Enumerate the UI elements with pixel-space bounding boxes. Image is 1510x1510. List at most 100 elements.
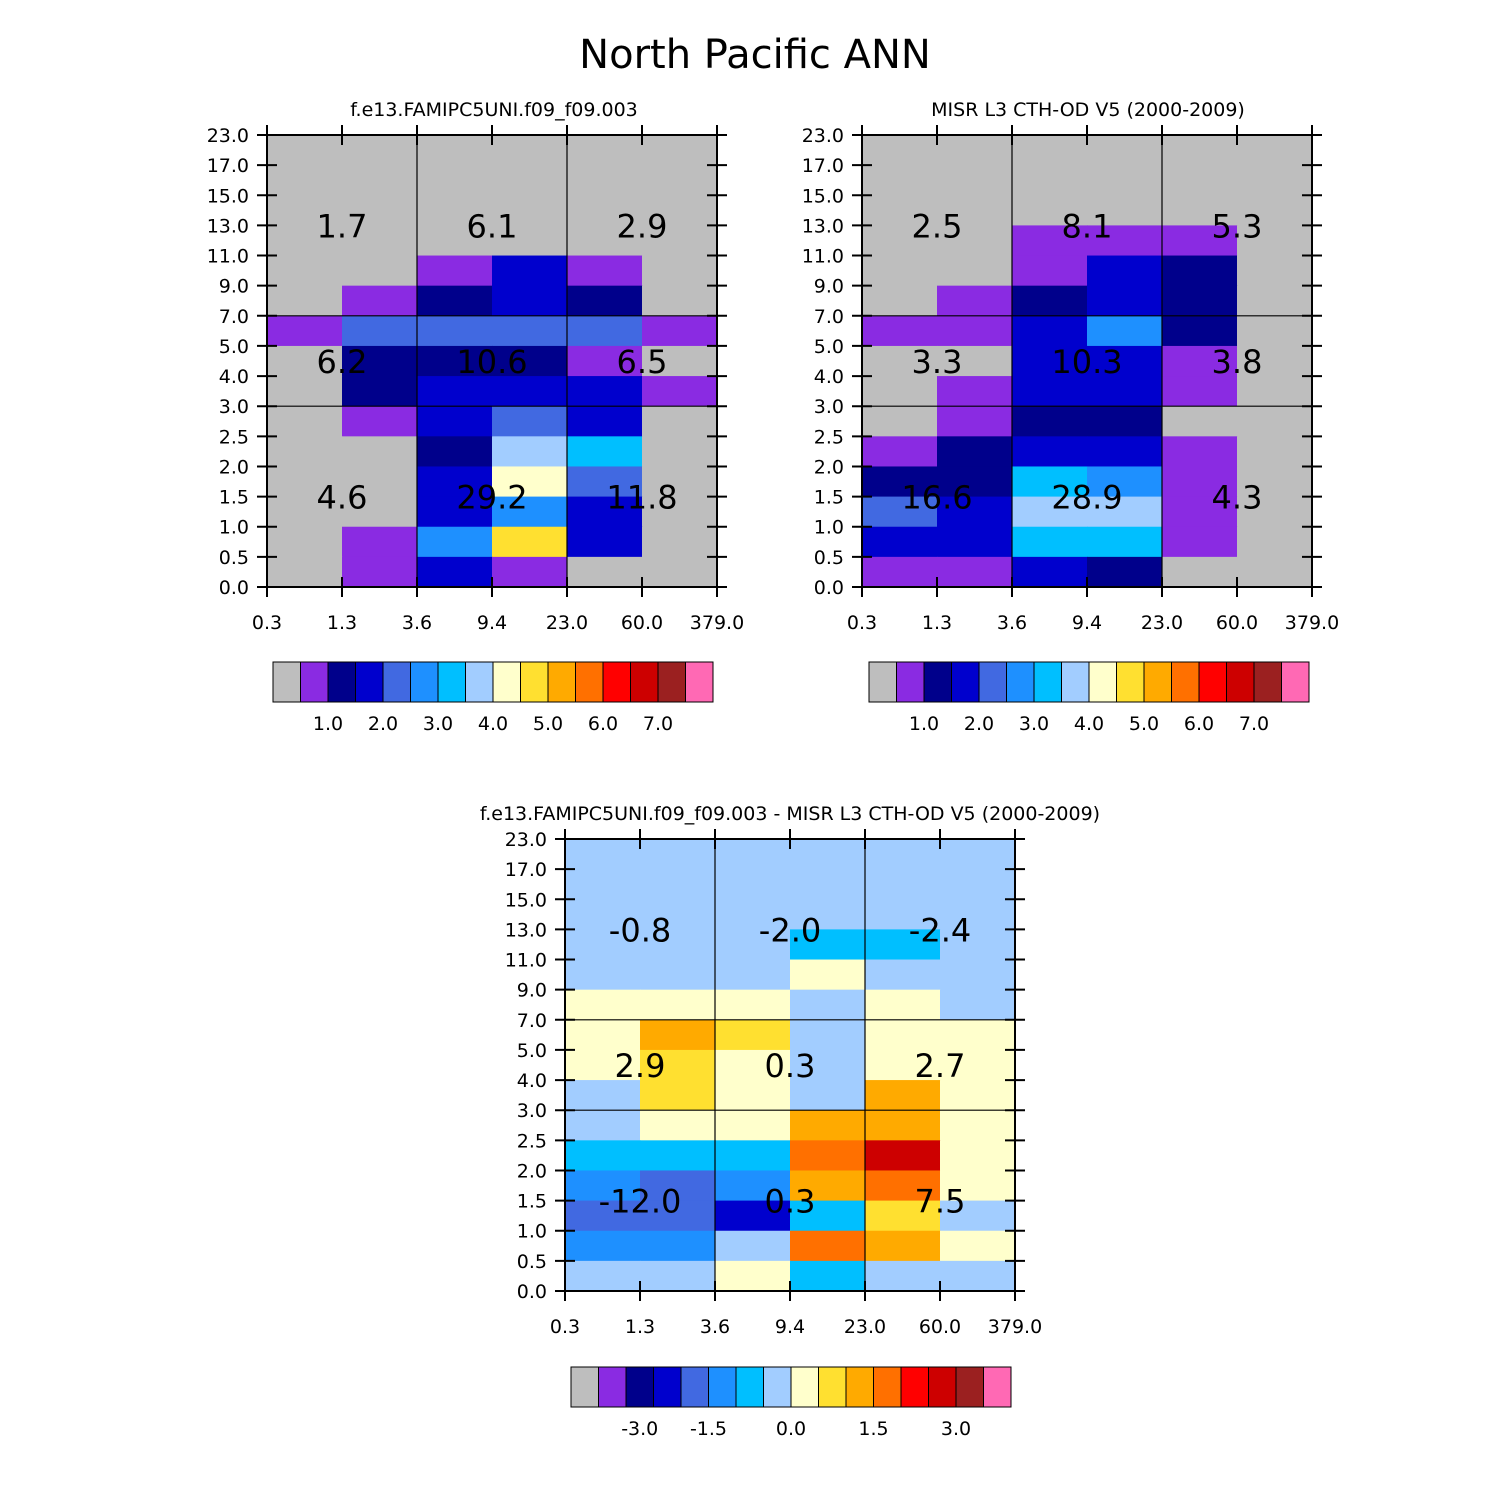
heatmap-cell	[267, 406, 343, 437]
colorbar-label: 7.0	[643, 713, 673, 735]
y-tick-label: 23.0	[802, 125, 844, 147]
heatmap-cell	[492, 135, 568, 166]
sector-value-label: 3.8	[1212, 343, 1263, 381]
heatmap-cell	[790, 1170, 866, 1202]
sector-value-label: 4.6	[317, 479, 368, 517]
heatmap-cell	[267, 225, 343, 257]
heatmap-cell	[567, 135, 643, 166]
heatmap-cell	[1012, 496, 1088, 528]
colorbar-label: 4.0	[478, 713, 508, 735]
heatmap-cell	[640, 1260, 716, 1292]
heatmap-cell	[492, 496, 568, 528]
heatmap-cell	[1012, 406, 1088, 437]
heatmap-cell	[940, 869, 1016, 900]
heatmap-cell	[267, 345, 343, 377]
heatmap-cell	[865, 959, 941, 991]
sector-value-label: 7.5	[915, 1183, 966, 1221]
heatmap-cell	[865, 899, 941, 930]
heatmap-cell	[937, 466, 1013, 498]
y-tick-label: 7.0	[814, 306, 844, 328]
panel-model: f.e13.FAMIPC5UNI.f09_f09.003 0.0 0.5 1.0 1.…	[207, 99, 745, 735]
sector-value-label: -2.4	[909, 911, 971, 949]
heatmap-cell	[862, 345, 938, 377]
heatmap-cell	[342, 376, 418, 407]
heatmap-cell	[342, 436, 418, 468]
colorbar-swatch	[763, 1366, 792, 1408]
heatmap-cell	[640, 1200, 716, 1232]
colorbar-swatch	[900, 1366, 929, 1408]
heatmap-cell	[267, 135, 343, 166]
heatmap-cell	[1012, 165, 1088, 196]
y-tick-label: 0.0	[814, 577, 844, 599]
x-tick-label: 3.6	[700, 1316, 730, 1338]
heatmap-cell	[567, 225, 643, 257]
sector-value-label: 2.9	[615, 1047, 666, 1085]
heatmap-cell	[417, 315, 493, 347]
sector-value-label: 16.6	[901, 479, 972, 517]
x-tick-label: 1.3	[922, 612, 952, 634]
heatmap-cell	[715, 1200, 791, 1232]
heatmap-cell	[1237, 466, 1313, 498]
heatmap-cell	[417, 406, 493, 437]
sector-value-label: 10.6	[456, 343, 527, 381]
heatmap-cell	[640, 1170, 716, 1202]
x-tick-label: 9.4	[1072, 612, 1102, 634]
y-tick-label: 1.5	[517, 1191, 547, 1213]
heatmap-cell	[715, 1170, 791, 1202]
heatmap-cell	[937, 406, 1013, 437]
heatmap-cell	[642, 496, 718, 528]
y-tick-label: 0.5	[814, 547, 844, 569]
heatmap-cell	[862, 315, 938, 347]
heatmap-cell	[715, 839, 791, 870]
heatmap-cell	[790, 929, 866, 961]
heatmap-cell	[417, 345, 493, 377]
sector-value-label: -2.0	[759, 911, 821, 949]
heatmap-cell	[267, 165, 343, 196]
sector-value-label: 0.3	[765, 1183, 816, 1221]
heatmap-cell	[492, 345, 568, 377]
heatmap-cell	[417, 285, 493, 317]
colorbar-swatch	[492, 661, 521, 703]
heatmap-cell	[642, 195, 718, 226]
heatmap-cell	[862, 195, 938, 226]
heatmap-cell	[937, 345, 1013, 377]
heatmap-cell	[1237, 135, 1313, 166]
heatmap-cell	[1237, 406, 1313, 437]
heatmap-cell	[1012, 556, 1088, 588]
heatmap-cell	[642, 345, 718, 377]
panel-observation: MISR L3 CTH-OD V5 (2000-2009) 0.0 0.5 1.0 1…	[802, 99, 1340, 735]
x-tick-label: 23.0	[1141, 612, 1183, 634]
colorbar-swatch	[708, 1366, 737, 1408]
heatmap-cell	[642, 436, 718, 468]
colorbar-swatch	[868, 661, 897, 703]
sector-value-label: 3.3	[912, 343, 963, 381]
y-tick-label: 5.0	[517, 1040, 547, 1062]
y-tick-label: 0.5	[517, 1251, 547, 1273]
heatmap-cell	[342, 496, 418, 528]
heatmap-cell	[640, 929, 716, 961]
heatmap-cell	[342, 165, 418, 196]
colorbar-label: 2.0	[368, 713, 398, 735]
colorbar-swatch	[575, 661, 604, 703]
heatmap-cell	[937, 135, 1013, 166]
heatmap-cell	[565, 1019, 641, 1051]
heatmap-cell	[565, 1200, 641, 1232]
heatmap-cell	[1087, 496, 1163, 528]
heatmap-cell	[640, 899, 716, 930]
heatmap-cell	[565, 959, 641, 991]
colorbar-swatch	[598, 1366, 627, 1408]
heatmap-cell	[862, 496, 938, 528]
heatmap-cell	[642, 556, 718, 588]
heatmap-cell	[865, 1049, 941, 1081]
colorbar-swatch	[896, 661, 925, 703]
y-tick-label: 11.0	[207, 246, 249, 268]
heatmap-cell	[1162, 526, 1238, 558]
heatmap-cell	[267, 436, 343, 468]
y-tick-label: 4.0	[517, 1070, 547, 1092]
y-tick-label: 9.0	[219, 276, 249, 298]
heatmap-cell	[1087, 466, 1163, 498]
sector-value-label: 2.5	[912, 207, 963, 245]
heatmap-cell	[640, 989, 716, 1021]
heatmap-cell	[1012, 195, 1088, 226]
heatmap-cell	[642, 165, 718, 196]
